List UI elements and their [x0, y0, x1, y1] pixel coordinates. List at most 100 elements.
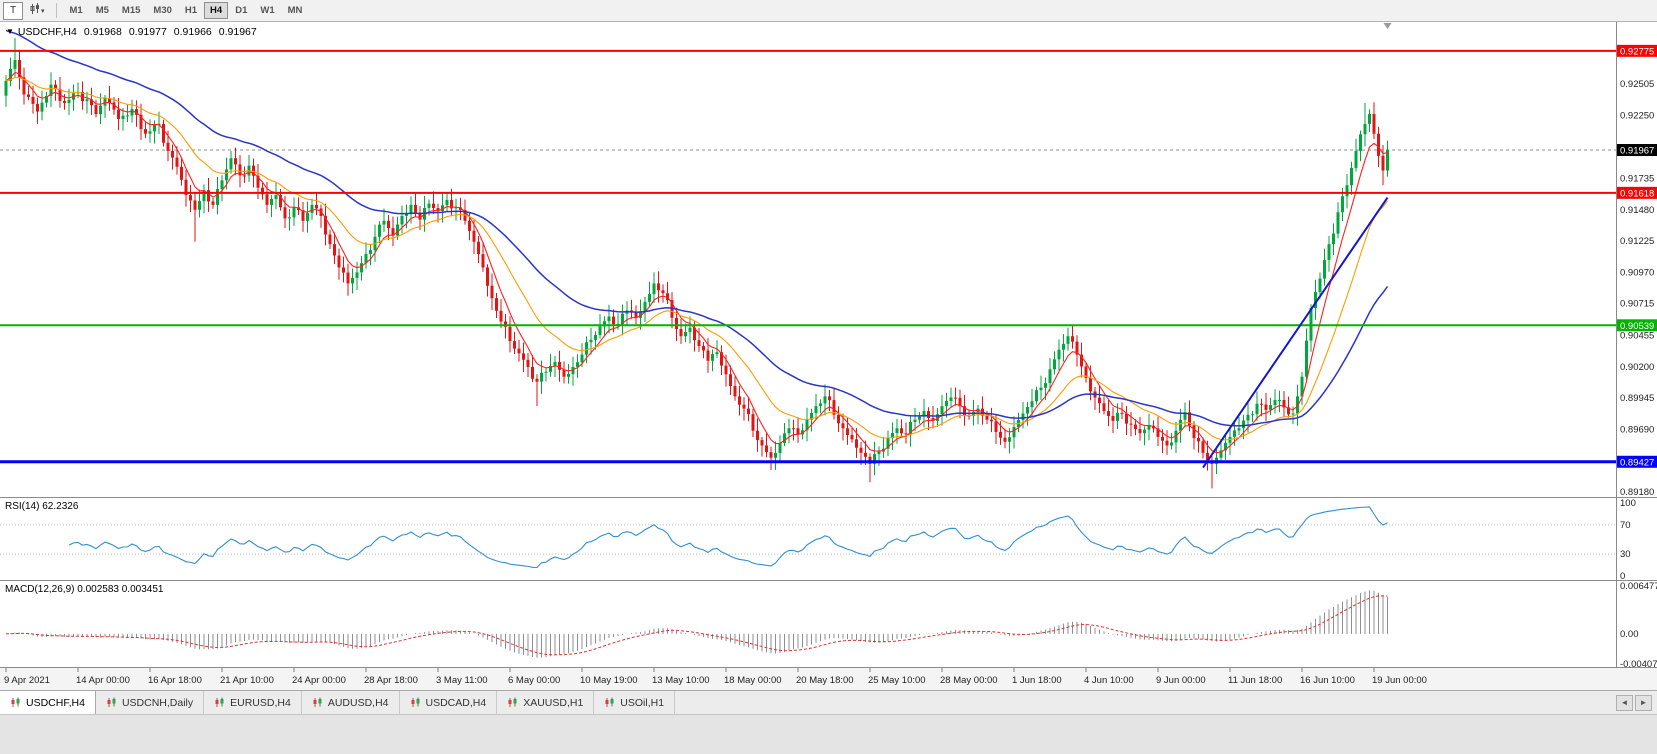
- time-tick-label: 14 Apr 00:00: [76, 675, 130, 686]
- mini-chart-icon: [11, 697, 20, 707]
- timeframe-button-m1[interactable]: M1: [64, 2, 89, 19]
- chart-background: [0, 22, 1657, 690]
- tab-label: XAUUSD,H1: [523, 696, 584, 709]
- price-tick-label: 0.90970: [1620, 267, 1654, 278]
- timeframe-button-m30[interactable]: M30: [147, 2, 177, 19]
- bottom-strip: [0, 714, 1657, 754]
- time-tick-label: 28 May 00:00: [940, 675, 998, 686]
- time-tick-label: 18 May 00:00: [724, 675, 782, 686]
- time-tick-label: 25 May 10:00: [868, 675, 926, 686]
- chart-shift-marker[interactable]: [1383, 23, 1392, 29]
- chart-tab-xauusd-h1[interactable]: XAUUSD,H1: [497, 691, 595, 714]
- timeframe-button-h4[interactable]: H4: [204, 2, 229, 19]
- current-price-flag: [1617, 144, 1657, 157]
- chevron-down-icon: ▾: [41, 7, 45, 15]
- time-tick-label: 9 Jun 00:00: [1156, 675, 1206, 686]
- time-tick-label: 1 Jun 18:00: [1012, 675, 1062, 686]
- tab-label: AUDUSD,H4: [327, 696, 389, 709]
- macd-tick-label: -0.004073: [1620, 659, 1657, 670]
- price-flag-0.91618-label: 0.91618: [1620, 188, 1654, 199]
- time-tick-label: 24 Apr 00:00: [292, 675, 346, 686]
- ma-line-45: [5, 29, 1389, 427]
- time-tick-label: 20 May 18:00: [796, 675, 854, 686]
- mini-chart-icon: [215, 697, 224, 707]
- timeframe-button-w1[interactable]: W1: [254, 2, 280, 19]
- time-axis[interactable]: 9 Apr 2021 14 Apr 00:00 16 Apr 18:00 21 Apr…: [4, 668, 1427, 686]
- trendline[interactable]: [1202, 196, 1389, 469]
- chart-tab-usdcnh-daily[interactable]: USDCNH,Daily: [95, 691, 205, 714]
- timeframe-group: M1 M5 M15 M30 H1 H4 D1 W1 MN: [64, 2, 309, 19]
- price-tick-label: 0.91225: [1620, 236, 1654, 247]
- price-tick-label: 0.91480: [1620, 205, 1654, 216]
- tab-label: USDCHF,H4: [26, 696, 85, 709]
- toolbar: T ▾ M1 M5 M15 M30 H1 H4 D1 W1 MN: [0, 0, 1657, 22]
- price-flag-0.89427: [1617, 455, 1657, 468]
- chart-tab-usdchf-h4[interactable]: USDCHF,H4: [0, 691, 96, 714]
- time-tick-label: 10 May 19:00: [580, 675, 638, 686]
- time-tick-label: 16 Apr 18:00: [148, 675, 202, 686]
- tab-label: EURUSD,H4: [230, 696, 291, 709]
- price-flag-0.92775-label: 0.92775: [1620, 46, 1654, 57]
- tabs-scroll-right-button[interactable]: ►: [1635, 694, 1652, 711]
- price-flag-0.90539-label: 0.90539: [1620, 321, 1654, 332]
- chart-area[interactable]: 0.92505 0.92250 0.91735 0.91480 0.91225 0.909…: [0, 22, 1657, 690]
- toolbar-separator: [55, 3, 57, 18]
- time-tick-label: 9 Apr 2021: [4, 675, 50, 686]
- chart-canvas[interactable]: 0.92505 0.92250 0.91735 0.91480 0.91225 0.909…: [0, 22, 1657, 690]
- price-tick-label: 0.90715: [1620, 299, 1654, 310]
- price-tick-label: 0.90455: [1620, 331, 1654, 342]
- mini-chart-icon: [411, 697, 419, 707]
- macd-signal-line: [5, 595, 1388, 656]
- timeframe-button-mn[interactable]: MN: [282, 2, 309, 19]
- tabs-scroll-left-button[interactable]: ◄: [1616, 694, 1633, 711]
- chart-tab-usoil-h1[interactable]: USOil,H1: [594, 691, 676, 714]
- macd-tick-label: 0.006477: [1620, 581, 1657, 592]
- rsi-tick-label: 100: [1620, 498, 1636, 509]
- mini-chart-icon: [508, 697, 517, 707]
- time-tick-label: 16 Jun 10:00: [1300, 675, 1355, 686]
- chart-tab-audusd-h4[interactable]: AUDUSD,H4: [301, 691, 400, 714]
- timeframe-button-d1[interactable]: D1: [229, 2, 253, 19]
- price-flag-0.90539: [1617, 319, 1657, 332]
- price-axis[interactable]: 0.92505 0.92250 0.91735 0.91480 0.91225 0.909…: [1617, 44, 1657, 498]
- mini-chart-icon: [313, 697, 322, 707]
- timeframe-button-h1[interactable]: H1: [179, 2, 203, 19]
- time-tick-label: 21 Apr 10:00: [220, 675, 274, 686]
- chart-tab-bar: USDCHF,H4 USDCNH,Daily EURUSD,H4 AUDUSD,H4 U…: [0, 690, 1657, 714]
- candlestick-icon: [29, 3, 41, 18]
- text-tool-button[interactable]: T: [3, 1, 23, 20]
- time-tick-label: 4 Jun 10:00: [1084, 675, 1134, 686]
- mini-chart-icon: [605, 697, 614, 707]
- tab-label: USOil,H1: [620, 696, 665, 709]
- chart-type-button[interactable]: ▾: [25, 2, 49, 20]
- ma-line-6: [5, 71, 1388, 454]
- time-axis-background: [0, 668, 1657, 690]
- rsi-tick-label: 30: [1620, 549, 1631, 560]
- chart-tab-eurusd-h4[interactable]: EURUSD,H4: [204, 691, 302, 714]
- price-tick-label: 0.89180: [1620, 487, 1654, 498]
- current-price-flag-label: 0.91967: [1620, 146, 1654, 157]
- price-tick-label: 0.92250: [1620, 110, 1654, 121]
- timeframe-button-m15[interactable]: M15: [116, 2, 146, 19]
- chart-tab-usdcad-h4[interactable]: USDCAD,H4: [399, 691, 498, 714]
- price-flag-0.89427-label: 0.89427: [1620, 457, 1654, 468]
- price-flag-0.91618: [1617, 186, 1657, 199]
- time-tick-label: 11 Jun 18:00: [1228, 675, 1282, 686]
- time-tick-label: 19 Jun 00:00: [1372, 675, 1427, 686]
- timeframe-button-m5[interactable]: M5: [90, 2, 115, 19]
- rsi-tick-label: 0: [1620, 571, 1625, 582]
- tab-navigation: ◄ ►: [1616, 691, 1657, 714]
- rsi-tick-label: 70: [1620, 520, 1631, 531]
- rsi-line: [68, 506, 1388, 569]
- time-tick-label: 28 Apr 18:00: [364, 675, 418, 686]
- price-tick-label: 0.90200: [1620, 362, 1654, 373]
- time-tick-label: 13 May 10:00: [652, 675, 710, 686]
- tab-label: USDCNH,Daily: [121, 696, 194, 709]
- ma-line-18: [5, 77, 1388, 441]
- price-tick-label: 0.91735: [1620, 173, 1654, 184]
- chart-tabs: USDCHF,H4 USDCNH,Daily EURUSD,H4 AUDUSD,H4 U…: [0, 691, 676, 714]
- mini-chart-icon: [107, 697, 116, 707]
- price-tick-label: 0.92505: [1620, 79, 1654, 90]
- price-tick-label: 0.89945: [1620, 393, 1654, 404]
